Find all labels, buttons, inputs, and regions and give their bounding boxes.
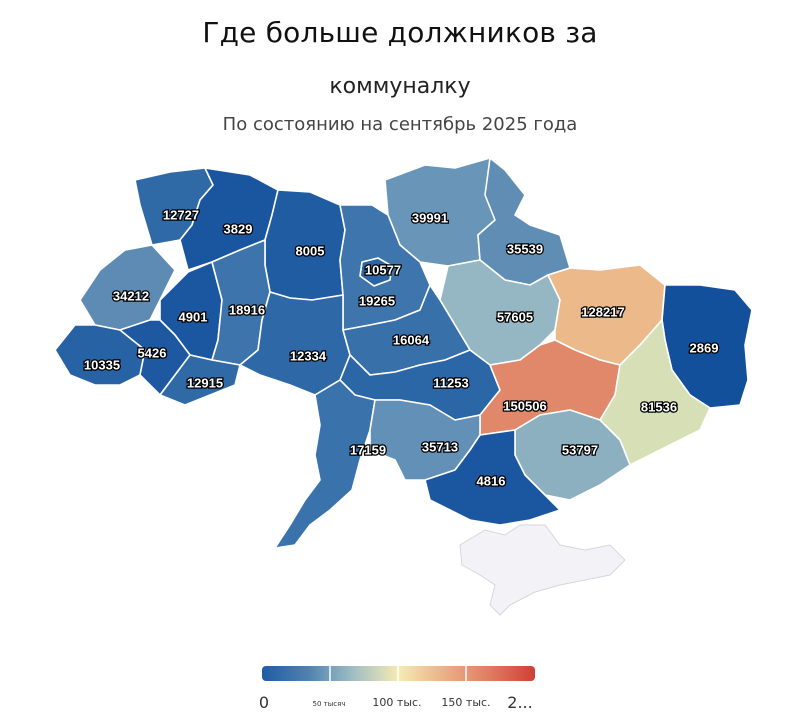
region-label-volyn: 12727: [163, 207, 199, 222]
region-label-odesa: 17159: [350, 442, 386, 457]
region-label-dnipropetrovsk: 150506: [503, 398, 546, 413]
region-label-poltava: 57605: [497, 309, 533, 324]
map-title: Где больше должников за: [202, 16, 598, 49]
legend: 0 50 тысяч 100 тыс. 150 тыс. 2...: [259, 666, 535, 712]
region-kherson: [424, 429, 561, 526]
region-label-cherkasy: 16064: [393, 332, 430, 347]
region-label-lviv: 34212: [113, 288, 149, 303]
legend-tick-150k: 150 тыс.: [441, 696, 490, 709]
region-label-kharkiv: 128217: [581, 304, 624, 319]
legend-tick-100k: 100 тыс.: [372, 696, 421, 709]
region-label-sumy: 35539: [507, 241, 543, 256]
region-label-chernihiv: 39991: [412, 210, 448, 225]
region-label-kirovohrad: 11253: [433, 375, 468, 390]
legend-tick-0: 0: [259, 693, 269, 712]
region-label-chernivtsi: 12915: [187, 375, 223, 390]
region-label-donetsk: 81536: [641, 399, 677, 414]
region-label-zaporizhzhia: 53797: [562, 442, 598, 457]
region-label-mykolaiv: 35713: [422, 439, 458, 454]
region-crimea: [459, 524, 626, 616]
region-label-ivano-frankivsk: 5426: [138, 345, 167, 360]
region-label-kyiv-oblast: 19265: [359, 293, 395, 308]
region-label-ternopil: 4901: [179, 309, 208, 324]
region-label-zhytomyr: 8005: [296, 243, 325, 258]
region-label-zakarpattia: 10335: [84, 357, 120, 372]
region-odesa: [274, 379, 376, 549]
regions-layer: [54, 157, 753, 616]
region-label-luhansk: 2869: [690, 340, 719, 355]
legend-tick-200k: 2...: [507, 693, 532, 712]
region-label-rivne: 3829: [224, 221, 253, 236]
region-label-kyiv-city: 10577: [365, 262, 401, 277]
labels-layer: 12727 3829 8005 10577 39991 35539 34212 4901 189…: [83, 206, 720, 490]
legend-tick-50k: 50 тысяч: [313, 700, 346, 708]
map-subtitle: По состоянию на сентябрь 2025 года: [222, 114, 578, 135]
region-label-kherson: 4816: [477, 473, 506, 488]
region-label-khmelnytskyi: 18916: [229, 302, 265, 317]
map-title-line2: коммуналку: [329, 74, 471, 99]
region-label-vinnytsia: 12334: [290, 348, 327, 363]
